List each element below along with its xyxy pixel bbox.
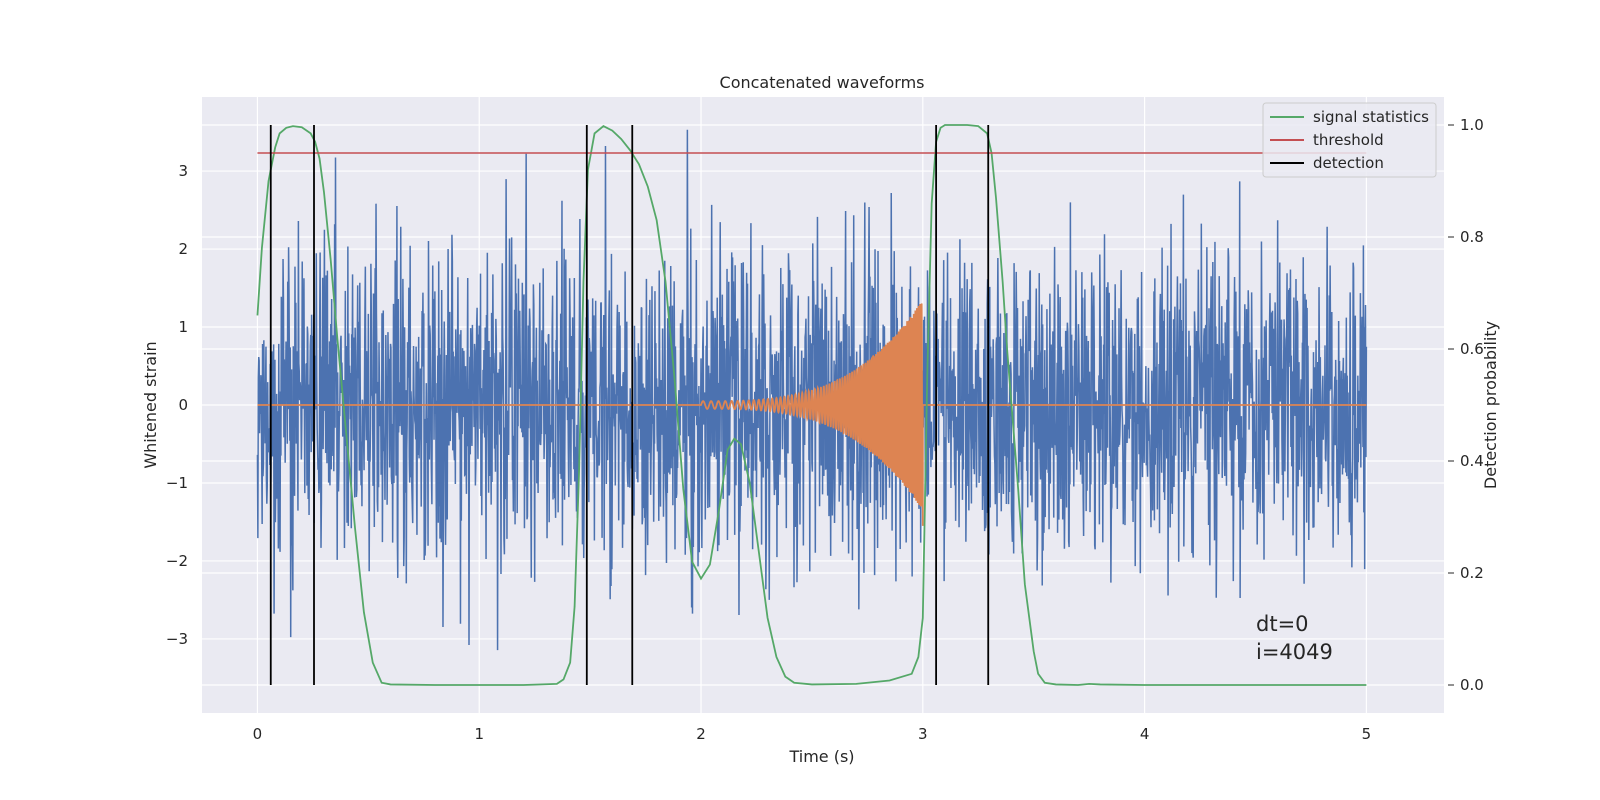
y-tick-label: −2 <box>166 552 188 570</box>
y-tick-label: −1 <box>166 474 188 492</box>
plot-series-group <box>256 124 1368 686</box>
y-tick-label: −3 <box>166 630 188 648</box>
annotation-dt: dt=0 <box>1256 612 1309 636</box>
y-tick-label: 2 <box>178 240 188 258</box>
x-tick-label: 4 <box>1140 725 1150 743</box>
y2-tick-label: 0.6 <box>1460 340 1484 358</box>
x-tick-label: 3 <box>918 725 928 743</box>
series-injected-chirp <box>257 303 1367 526</box>
x-tick-label: 5 <box>1362 725 1372 743</box>
y-tick-label: 0 <box>178 396 188 414</box>
x-tick-label: 2 <box>696 725 706 743</box>
y2-tick-label: 0.8 <box>1460 228 1484 246</box>
legend-label-threshold: threshold <box>1313 131 1384 149</box>
y2-tick-label: 0.4 <box>1460 452 1484 470</box>
y2-axis-title: Detection probability <box>1481 321 1500 489</box>
y-tick-label: 3 <box>178 162 188 180</box>
y2-tick-label: 0.0 <box>1460 676 1484 694</box>
x-axis-ticks: 0 1 2 3 4 5 <box>253 725 1371 743</box>
legend-label-detection: detection <box>1313 154 1384 172</box>
y2-axis-ticks: 0.0 0.2 0.4 0.6 0.8 1.0 <box>1448 116 1484 694</box>
x-tick-label: 1 <box>474 725 484 743</box>
x-tick-label: 0 <box>253 725 263 743</box>
legend: signal statistics threshold detection <box>1262 102 1437 178</box>
y-axis-ticks: −3 −2 −1 0 1 2 3 <box>166 162 188 648</box>
series-whitened-noise <box>256 129 1368 651</box>
annotation-i: i=4049 <box>1256 640 1333 664</box>
y-tick-label: 1 <box>178 318 188 336</box>
grid-left <box>202 97 1444 713</box>
chart-title: Concatenated waveforms <box>720 73 925 92</box>
y2-tick-label: 0.2 <box>1460 564 1484 582</box>
legend-label-signal-statistics: signal statistics <box>1313 108 1429 126</box>
detection-lines <box>269 125 990 685</box>
x-axis-title: Time (s) <box>788 747 854 766</box>
y-axis-title: Whitened strain <box>141 341 160 468</box>
y2-tick-label: 1.0 <box>1460 116 1484 134</box>
legend-box <box>1262 102 1437 178</box>
series-signal-statistics <box>256 124 1367 686</box>
